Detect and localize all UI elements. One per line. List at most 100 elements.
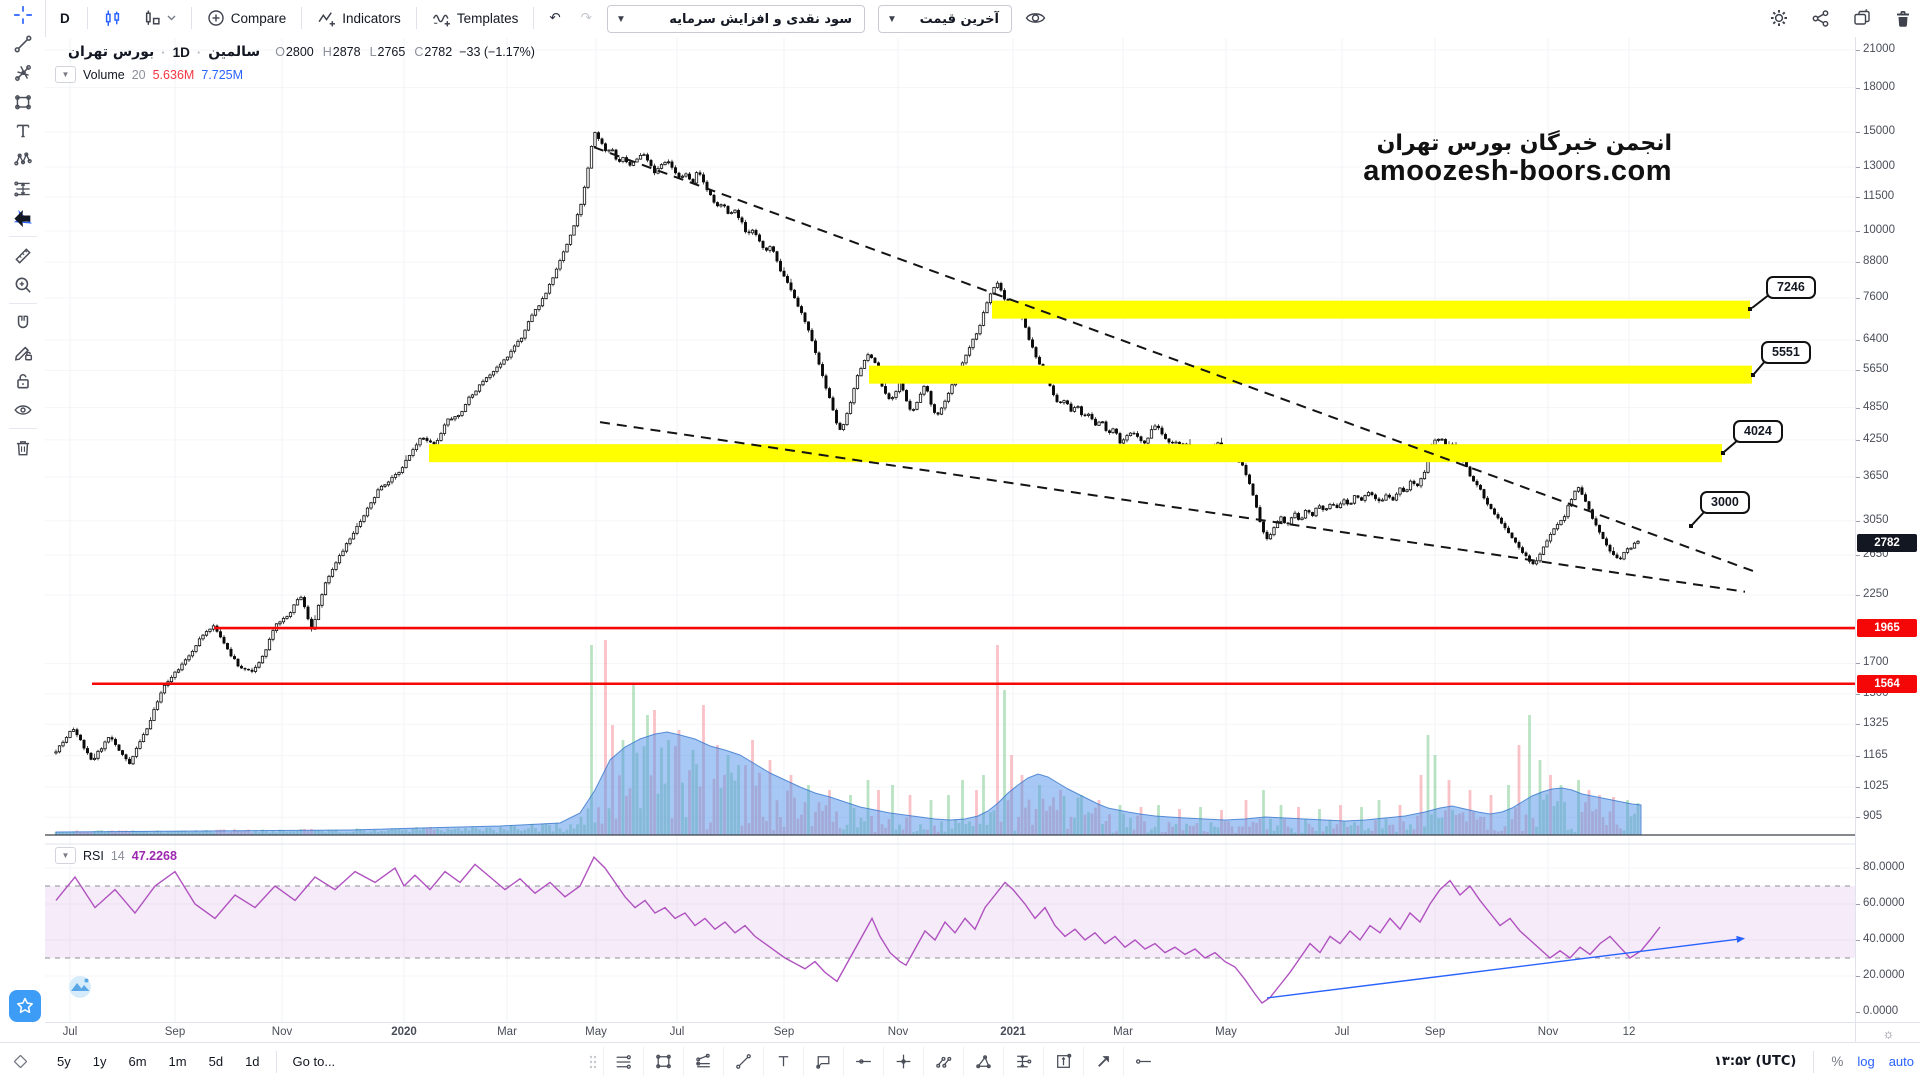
crosshair-tool[interactable] — [0, 0, 45, 29]
text-tool-tool[interactable] — [763, 1047, 803, 1076]
arrow-marker-tool[interactable] — [1083, 1047, 1123, 1076]
symbol-legend[interactable]: بورس تهران · 1D · سالمین O2800 H2878 L2765… — [68, 44, 535, 60]
date-price-range-icon — [1017, 1055, 1032, 1068]
range-button-1y[interactable]: 1y — [92, 1054, 107, 1069]
chart-canvas[interactable]: بورس تهران · 1D · سالمین O2800 H2878 L2765… — [45, 37, 1855, 1022]
horizontal-ray-tool[interactable] — [1123, 1047, 1163, 1076]
clock[interactable]: ۱۳:۵۲ (UTC) — [1714, 1054, 1797, 1069]
undo-button[interactable]: ↶ — [541, 4, 568, 32]
layout-pages-icon[interactable] — [1852, 8, 1872, 28]
range-button-1m[interactable]: 1m — [168, 1054, 187, 1069]
last-price-dropdown[interactable]: ▼ آخرین قیمت — [878, 5, 1012, 33]
goto-date-button[interactable]: Go to... — [292, 1054, 336, 1069]
share-icon[interactable] — [1811, 9, 1830, 28]
magnet-tool[interactable] — [0, 308, 45, 337]
chart-style-button[interactable] — [95, 4, 130, 32]
separator — [533, 7, 535, 29]
indicators-button[interactable]: Indicators — [309, 4, 409, 32]
lock-all-tool[interactable] — [0, 366, 45, 395]
trend-line-tool[interactable] — [0, 29, 45, 58]
horizontal-line-tool[interactable] — [843, 1047, 883, 1076]
quick-widget-icon[interactable] — [14, 1055, 27, 1068]
dividend-adjustment-dropdown[interactable]: ▼ سود نقدی و افزایش سرمایه — [607, 5, 865, 33]
time-tick-label: Nov — [887, 1026, 909, 1038]
price-callout[interactable]: 3000 — [1700, 491, 1750, 514]
disjoint-channel-tool[interactable] — [683, 1047, 723, 1076]
interval-label: 1D — [172, 44, 190, 60]
rectangle-tool[interactable] — [643, 1047, 683, 1076]
prediction-tool[interactable] — [0, 174, 45, 203]
ruler-tool[interactable] — [0, 241, 45, 270]
callout-tool[interactable] — [803, 1047, 843, 1076]
trash-icon[interactable] — [1894, 9, 1912, 28]
compare-button[interactable]: Compare — [199, 4, 295, 32]
triangle-tool[interactable] — [963, 1047, 1003, 1076]
text-tool[interactable] — [0, 116, 45, 145]
time-tick-label: 2021 — [1000, 1026, 1026, 1038]
yellow-band[interactable] — [992, 300, 1750, 319]
candle-pattern-icon — [142, 9, 161, 28]
arrow-head-icon — [1736, 935, 1745, 943]
remove-all-trash-tool[interactable] — [0, 433, 45, 462]
hide-all-eye-tool[interactable] — [0, 395, 45, 424]
shapes-tool[interactable] — [0, 87, 45, 116]
redo-button[interactable]: ↷ — [573, 4, 600, 32]
dividend-dropdown-label: سود نقدی و افزایش سرمایه — [669, 11, 852, 27]
cross-line-tool[interactable] — [883, 1047, 923, 1076]
auto-scale-button[interactable]: auto — [1888, 1054, 1914, 1069]
yellow-band[interactable] — [869, 365, 1752, 384]
horizontal-line-icon — [856, 1059, 871, 1064]
log-scale-button[interactable]: log — [1857, 1054, 1875, 1069]
settings-gear-icon[interactable] — [1769, 8, 1789, 28]
visibility-button[interactable] — [1017, 4, 1054, 32]
separator: · — [161, 44, 166, 60]
range-button-1d[interactable]: 1d — [245, 1054, 260, 1069]
trend-line-tool[interactable] — [723, 1047, 763, 1076]
price-callout[interactable]: 4024 — [1733, 420, 1783, 443]
favorites-star-button[interactable] — [9, 990, 41, 1022]
chevron-down-icon[interactable]: ▼ — [55, 66, 76, 83]
change-value: −33 (−1.17%) — [459, 45, 535, 59]
range-button-5y[interactable]: 5y — [57, 1054, 71, 1069]
separator — [8, 428, 37, 429]
templates-label: Templates — [456, 10, 519, 26]
sun-theme-icon[interactable]: ☼ — [1882, 1025, 1895, 1041]
drag-handle[interactable] — [583, 1047, 603, 1076]
dashed-trendline[interactable] — [599, 421, 1746, 593]
price-range-tool[interactable] — [1043, 1047, 1083, 1076]
percent-scale-button[interactable]: % — [1831, 1054, 1844, 1069]
arrow-tool[interactable] — [0, 203, 45, 232]
parallel-lines-tool[interactable] — [923, 1047, 963, 1076]
xabcd-pattern-tool[interactable] — [0, 145, 45, 174]
yellow-band[interactable] — [429, 444, 1722, 463]
gann-fib-tool[interactable] — [0, 58, 45, 87]
price-callout[interactable]: 7246 — [1766, 276, 1816, 299]
undo-icon: ↶ — [549, 10, 561, 25]
price-callout[interactable]: 5551 — [1761, 341, 1811, 364]
volume-legend[interactable]: ▼ Volume 20 5.636M 7.725M — [55, 66, 243, 83]
price-axis[interactable]: 21000 18000 15000 13000 11500 10000 8800 7600 64… — [1855, 37, 1920, 1022]
range-button-6m[interactable]: 6m — [128, 1054, 147, 1069]
last-price-tag: 2782 — [1857, 534, 1917, 553]
drawing-toolbar — [0, 0, 46, 1042]
interval-button[interactable]: D — [60, 10, 70, 26]
drawing-mode-lock-tool[interactable] — [0, 337, 45, 366]
date-price-range-tool[interactable] — [1003, 1047, 1043, 1076]
templates-button[interactable]: Templates — [424, 4, 527, 32]
price-tick-label: 4850 — [1856, 400, 1889, 413]
price-tick-label: 1325 — [1856, 717, 1889, 730]
last-price-dropdown-label: آخرین قیمت — [919, 11, 999, 27]
volume-ma-area — [55, 731, 1642, 836]
price-tick-label: 3050 — [1856, 513, 1889, 526]
chevron-down-icon[interactable]: ▼ — [55, 847, 76, 864]
time-axis[interactable]: Jul Sep Nov 2020 Mar May Jul Sep Nov 2021 Mar May Ju… — [45, 1022, 1855, 1043]
candles-icon — [103, 9, 122, 28]
range-button-5d[interactable]: 5d — [208, 1054, 224, 1069]
rsi-legend[interactable]: ▼ RSI 14 47.2268 — [55, 847, 177, 864]
dashed-trendline[interactable] — [593, 146, 1756, 573]
rsi-trendline[interactable] — [1266, 938, 1740, 999]
parallel-channel-tool[interactable] — [603, 1047, 643, 1076]
zoom-in-tool[interactable] — [0, 270, 45, 299]
candle-settings-button[interactable] — [134, 4, 184, 32]
